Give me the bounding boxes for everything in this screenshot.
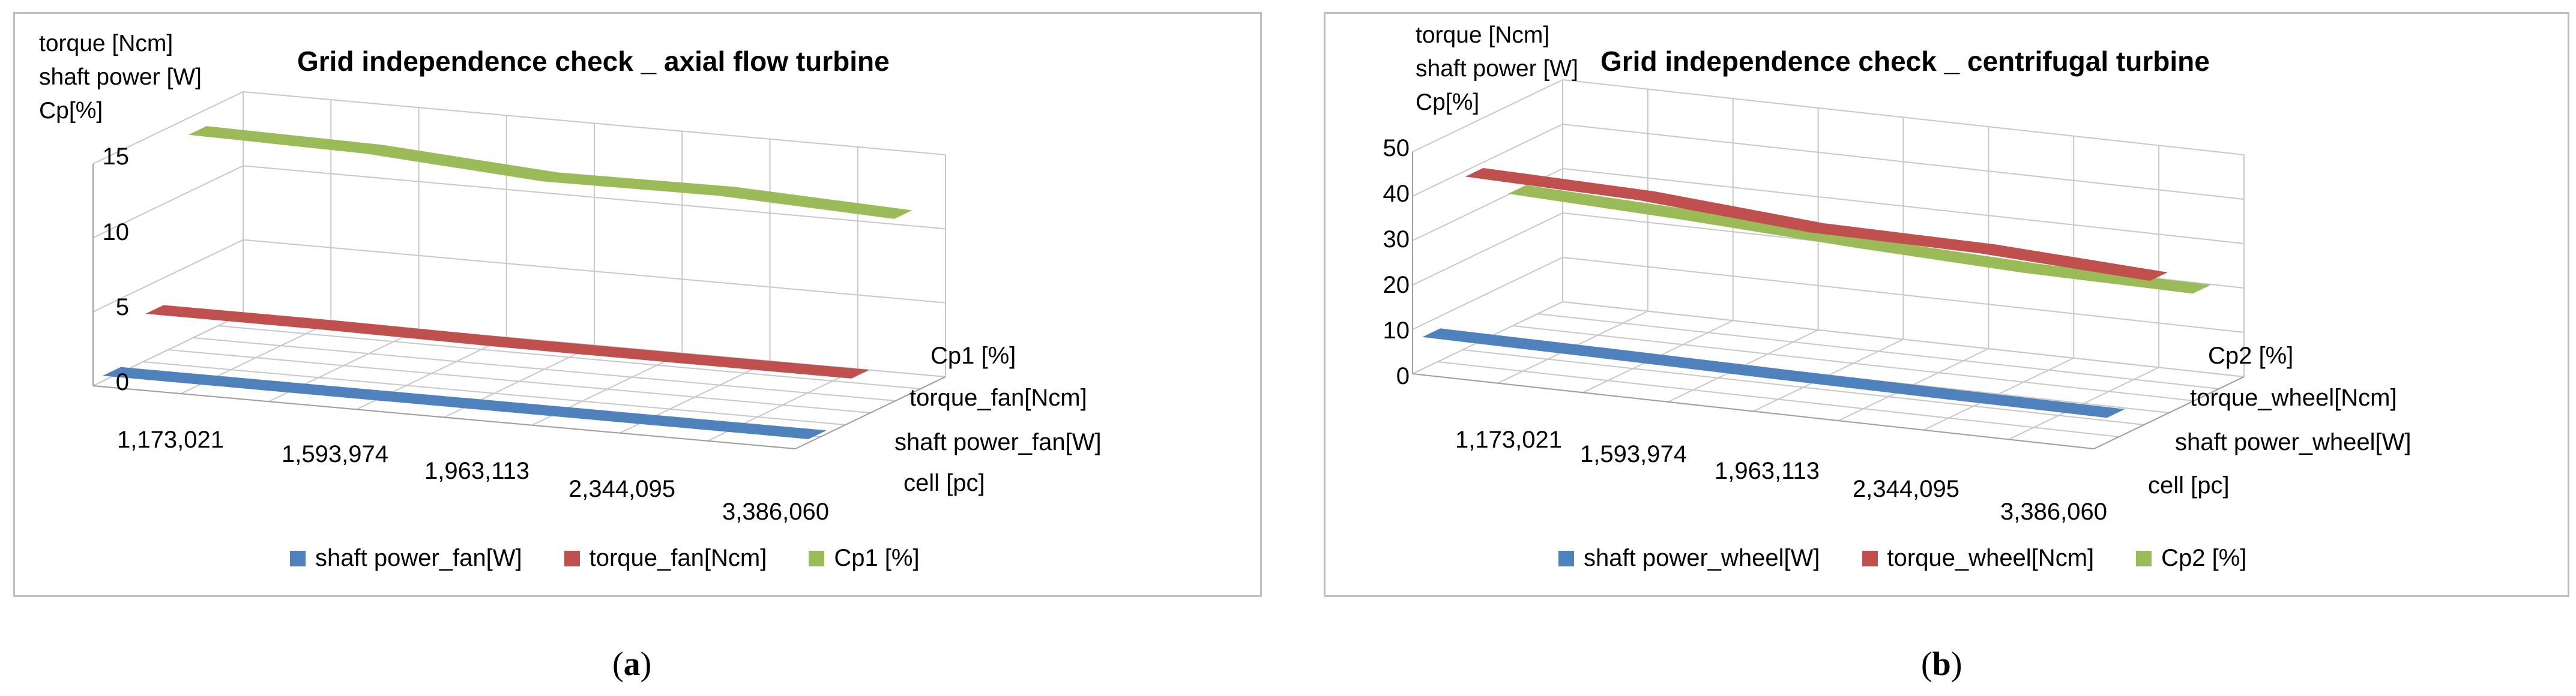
legend-swatch xyxy=(2136,550,2152,566)
chart-b-ytick: 50 xyxy=(1383,135,1410,161)
depth-axis xyxy=(2093,376,2245,449)
chart-panel-b: Grid independence check _ centrifugal tu… xyxy=(1324,12,2569,597)
series-ribbon-2 xyxy=(145,305,870,379)
gridline-side xyxy=(1412,79,1563,152)
chart-b-ytick: 30 xyxy=(1383,226,1410,253)
series-ribbon-2 xyxy=(1465,167,2168,281)
chart-panel-a: Grid independence check _ axial flow tur… xyxy=(13,12,1262,597)
chart-a-depth-label: Cp1 [%] xyxy=(931,343,1016,369)
chart-b-depth-label: shaft power_wheel[W] xyxy=(2175,429,2412,455)
legend-label: Cp2 [%] xyxy=(2161,545,2247,571)
chart-a-ytick: 0 xyxy=(115,369,129,395)
chart-b-xtick: 1,963,113 xyxy=(1715,458,1820,484)
legend-swatch xyxy=(290,550,306,566)
gridline-floor-depth xyxy=(1437,361,2119,437)
chart-a-depth-label: shaft power_fan[W] xyxy=(894,429,1102,455)
chart-a-xtick: 1,173,021 xyxy=(117,427,224,453)
chart-a-depth-label: torque_fan[Ncm] xyxy=(909,385,1087,411)
depth-axis xyxy=(795,376,946,449)
legend-swatch xyxy=(1558,550,1574,566)
caption-a-label: a xyxy=(623,646,641,683)
series-ribbon-1 xyxy=(1422,328,2125,418)
chart-b-legend: shaft power_wheel[W] torque_wheel[Ncm] C… xyxy=(1558,545,2288,572)
chart-a-yaxis-title-2: shaft power [W] xyxy=(39,64,202,90)
x-axis xyxy=(1412,373,2095,449)
chart-a-legend: shaft power_fan[W] torque_fan[Ncm] Cp1 [… xyxy=(290,545,962,572)
gridline-side xyxy=(92,239,244,313)
chart-a-xtick: 1,963,113 xyxy=(424,458,529,484)
chart-a-xtick: 3,386,060 xyxy=(722,499,829,525)
legend-entry: shaft power_wheel[W] xyxy=(1558,545,1820,572)
chart-b-yaxis-title-3: Cp[%] xyxy=(1416,89,1480,115)
series-ribbon-3 xyxy=(188,126,912,219)
gridline-floor-depth xyxy=(167,349,871,413)
legend-entry: Cp1 [%] xyxy=(809,545,920,572)
chart-b-depth-label: cell [pc] xyxy=(2148,472,2230,499)
gridline-floor-depth xyxy=(1462,349,2144,425)
legend-swatch xyxy=(564,550,580,566)
chart-a-plot xyxy=(92,91,946,449)
chart-b-depth-label: Cp2 [%] xyxy=(2208,343,2294,369)
gridline-side xyxy=(1412,212,1563,286)
chart-b-ytick: 10 xyxy=(1383,317,1410,344)
chart-b-ytick: 0 xyxy=(1396,363,1410,389)
gridline-side xyxy=(1412,257,1563,330)
chart-a-ytick: 5 xyxy=(115,294,129,320)
chart-a-ytick: 10 xyxy=(102,219,130,245)
chart-a-xtick: 1,593,974 xyxy=(282,441,388,467)
legend-entry: torque_wheel[Ncm] xyxy=(1862,545,2095,572)
legend-swatch xyxy=(809,550,825,566)
caption-b: (b) xyxy=(1921,646,1962,683)
gridline-floor-depth xyxy=(193,337,896,401)
caption-b-label: b xyxy=(1932,646,1951,683)
chart-b-yaxis-title-2: shaft power [W] xyxy=(1416,56,1578,82)
legend-swatch xyxy=(1862,550,1878,566)
gridlines xyxy=(1412,79,2245,449)
caption-a: (a) xyxy=(612,646,652,683)
gridline-floor-depth xyxy=(218,325,921,389)
gridlines xyxy=(92,91,946,449)
chart-b-depth-label: torque_wheel[Ncm] xyxy=(2190,385,2397,411)
gridline-floor-depth xyxy=(1537,313,2219,389)
chart-b-xtick: 2,344,095 xyxy=(1853,476,1959,502)
chart-a-yaxis-title-3: Cp[%] xyxy=(39,98,103,124)
chart-b-ytick: 20 xyxy=(1383,272,1410,298)
gridline-side xyxy=(1412,124,1563,197)
chart-a-title: Grid independence check _ axial flow tur… xyxy=(297,46,890,77)
gridline-side xyxy=(92,165,244,239)
chart-b-plot xyxy=(1412,79,2245,449)
legend-label: Cp1 [%] xyxy=(834,545,920,571)
gridline-floor-depth xyxy=(1512,325,2194,401)
legend-label: shaft power_fan[W] xyxy=(315,545,522,571)
chart-b-xtick: 1,173,021 xyxy=(1455,427,1562,453)
chart-a-yaxis-title-1: torque [Ncm] xyxy=(39,31,173,56)
chart-a-xtick: 2,344,095 xyxy=(569,476,675,502)
legend-entry: shaft power_fan[W] xyxy=(290,545,522,572)
legend-label: shaft power_wheel[W] xyxy=(1584,545,1820,571)
gridline-floor-depth xyxy=(1562,301,2245,377)
legend-label: torque_wheel[Ncm] xyxy=(1887,545,2095,571)
chart-b-title: Grid independence check _ centrifugal tu… xyxy=(1600,46,2210,77)
gridline-floor-depth xyxy=(143,361,846,425)
chart-b-ytick: 40 xyxy=(1383,181,1410,207)
chart-b-yaxis-title-1: torque [Ncm] xyxy=(1416,22,1550,48)
chart-b-xtick: 3,386,060 xyxy=(2000,499,2107,525)
series-ribbon-3 xyxy=(1508,185,2211,294)
legend-label: torque_fan[Ncm] xyxy=(589,545,767,571)
chart-a-ytick: 15 xyxy=(102,143,130,170)
legend-entry: Cp2 [%] xyxy=(2136,545,2246,572)
chart-a-depth-label-cell: cell [pc] xyxy=(903,470,985,496)
chart-b-xtick: 1,593,974 xyxy=(1580,441,1687,467)
x-axis xyxy=(92,385,796,449)
legend-entry: torque_fan[Ncm] xyxy=(564,545,767,572)
series-ribbon-1 xyxy=(102,367,827,439)
gridline-side xyxy=(92,91,244,164)
